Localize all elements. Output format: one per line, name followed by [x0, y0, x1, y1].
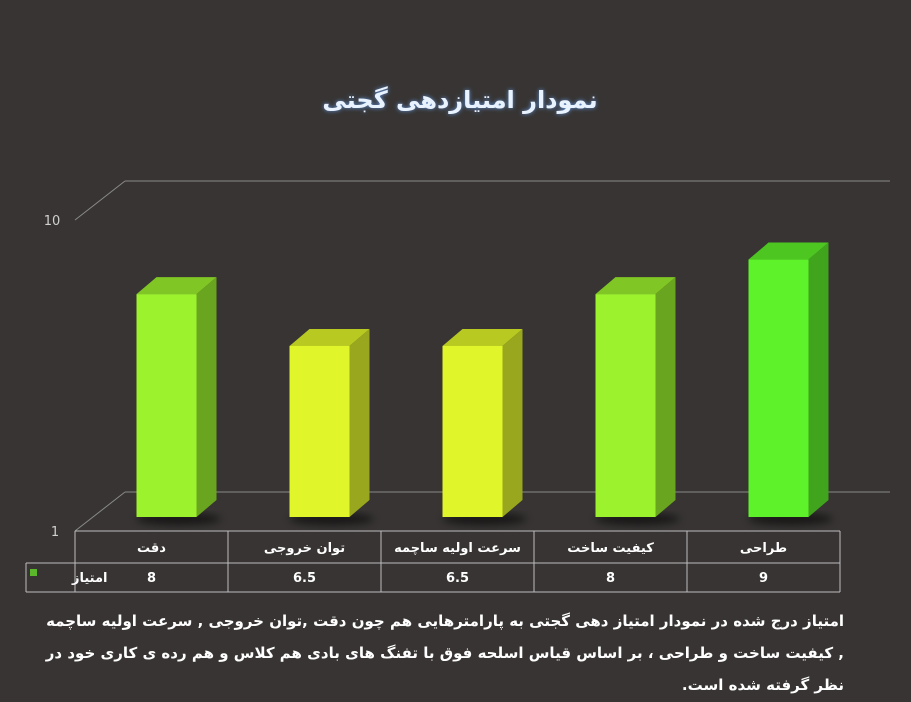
value-label: 6.5	[446, 571, 469, 586]
bar-side	[655, 277, 676, 517]
bar-top	[595, 277, 676, 295]
category-label: طراحی	[740, 541, 787, 556]
legend-swatch	[30, 569, 37, 576]
bar-top	[748, 242, 829, 260]
chart-caption: امتیاز درج شده در نمودار امتیاز دهی گجتی…	[45, 612, 844, 694]
bar	[595, 294, 656, 517]
bar-side	[808, 242, 829, 518]
gridline-diagonal	[74, 180, 126, 221]
category-label: سرعت اولیه ساچمه	[394, 541, 521, 556]
bar-side	[502, 328, 523, 517]
value-label: 6.5	[293, 571, 316, 586]
bar-side	[196, 277, 217, 517]
value-label: 8	[147, 571, 156, 586]
legend-label: امتیاز	[71, 571, 107, 586]
chart-svg: نمودار امتیازدهی گجتی 10 1 دقت 8 توان خروجی…	[25, 86, 890, 593]
bars-group	[136, 242, 833, 525]
category-label: کیفیت ساخت	[567, 541, 654, 556]
bar	[442, 345, 503, 517]
bar-top	[136, 277, 217, 295]
floor-line-diagonal	[74, 491, 126, 532]
bar-side	[349, 328, 370, 517]
category-label: دقت	[137, 541, 166, 556]
bar	[136, 294, 197, 517]
bar-top	[289, 328, 370, 346]
chart-title: نمودار امتیازدهی گجتی	[322, 86, 597, 114]
bar-top	[442, 328, 523, 346]
y-tick-label: 1	[51, 525, 59, 540]
value-label: 8	[606, 571, 615, 586]
bar	[289, 345, 350, 517]
value-label: 9	[759, 571, 768, 586]
y-tick-label: 10	[44, 214, 61, 229]
data-table: دقت 8 توان خروجی 6.5 سرعت اولیه ساچمه 6.5 کیفی…	[25, 530, 841, 593]
category-label: توان خروجی	[264, 541, 345, 556]
bar	[748, 259, 809, 517]
data-table-grid	[25, 530, 841, 593]
